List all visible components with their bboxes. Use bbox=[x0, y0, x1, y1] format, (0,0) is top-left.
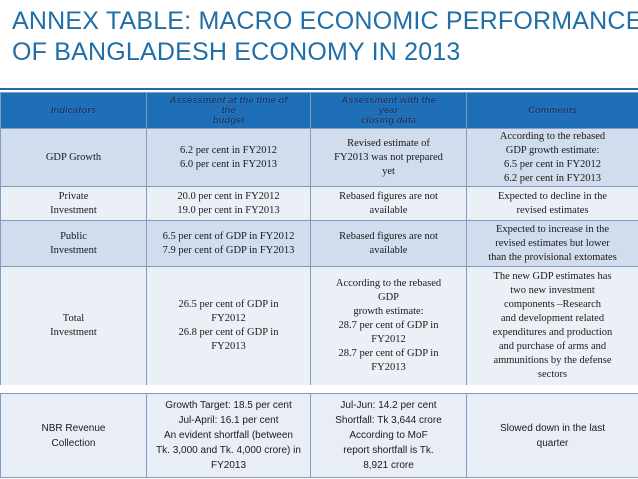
cell-comments: Expected to decline in the revised estim… bbox=[466, 186, 638, 221]
slide-title-line-2: OF BANGLADESH ECONOMY IN 2013 bbox=[12, 38, 461, 66]
cell-indicator: NBR Revenue Collection bbox=[0, 393, 147, 478]
header-comments: Comments bbox=[466, 92, 638, 129]
cell-budget-assessment: 6.5 per cent of GDP in FY2012 7.9 per ce… bbox=[146, 220, 311, 267]
table-header-row: Indicators Assessment at the time of the… bbox=[0, 92, 638, 129]
cell-indicator: Public Investment bbox=[0, 220, 147, 267]
macro-performance-table: Indicators Assessment at the time of the… bbox=[0, 92, 638, 386]
header-assessment-closing: Assessment with the year closing data bbox=[310, 92, 467, 129]
cell-budget-assessment: Growth Target: 18.5 per cent Jul-April: … bbox=[146, 393, 311, 478]
table-row: Public Investment 6.5 per cent of GDP in… bbox=[0, 220, 638, 267]
table-row: NBR Revenue Collection Growth Target: 18… bbox=[0, 393, 638, 478]
cell-indicator: Private Investment bbox=[0, 186, 147, 221]
cell-comments: The new GDP estimates has two new invest… bbox=[466, 266, 638, 386]
cell-indicator: Total Investment bbox=[0, 266, 147, 386]
header-indicators: Indicators bbox=[0, 92, 147, 129]
header-assessment-budget: Assessment at the time of the budget bbox=[146, 92, 311, 129]
slide-title: ANNEX TABLE: MACRO ECONOMIC PERFORMANCE … bbox=[12, 6, 638, 68]
cell-closing-assessment: Revised estimate of FY2013 was not prepa… bbox=[310, 128, 467, 187]
cell-closing-assessment: Rebased figures are not available bbox=[310, 220, 467, 267]
cell-budget-assessment: 6.2 per cent in FY2012 6.0 per cent in F… bbox=[146, 128, 311, 187]
cell-budget-assessment: 20.0 per cent in FY2012 19.0 per cent in… bbox=[146, 186, 311, 221]
table-row: GDP Growth 6.2 per cent in FY2012 6.0 pe… bbox=[0, 128, 638, 187]
cell-closing-assessment: Jul-Jun: 14.2 per cent Shortfall: Tk 3,6… bbox=[310, 393, 467, 478]
title-divider bbox=[0, 88, 638, 90]
cell-comments: Expected to increase in the revised esti… bbox=[466, 220, 638, 267]
cell-closing-assessment: According to the rebased GDP growth esti… bbox=[310, 266, 467, 386]
table-row: Total Investment 26.5 per cent of GDP in… bbox=[0, 266, 638, 386]
table-gap bbox=[0, 385, 638, 393]
cell-budget-assessment: 26.5 per cent of GDP in FY2012 26.8 per … bbox=[146, 266, 311, 386]
cell-closing-assessment: Rebased figures are not available bbox=[310, 186, 467, 221]
cell-comments: Slowed down in the last quarter bbox=[466, 393, 638, 478]
nbr-revenue-table: NBR Revenue Collection Growth Target: 18… bbox=[0, 393, 638, 478]
cell-indicator: GDP Growth bbox=[0, 128, 147, 187]
cell-comments: According to the rebased GDP growth esti… bbox=[466, 128, 638, 187]
slide-title-line-1: ANNEX TABLE: MACRO ECONOMIC PERFORMANCE bbox=[12, 7, 638, 35]
table-row: Private Investment 20.0 per cent in FY20… bbox=[0, 186, 638, 221]
